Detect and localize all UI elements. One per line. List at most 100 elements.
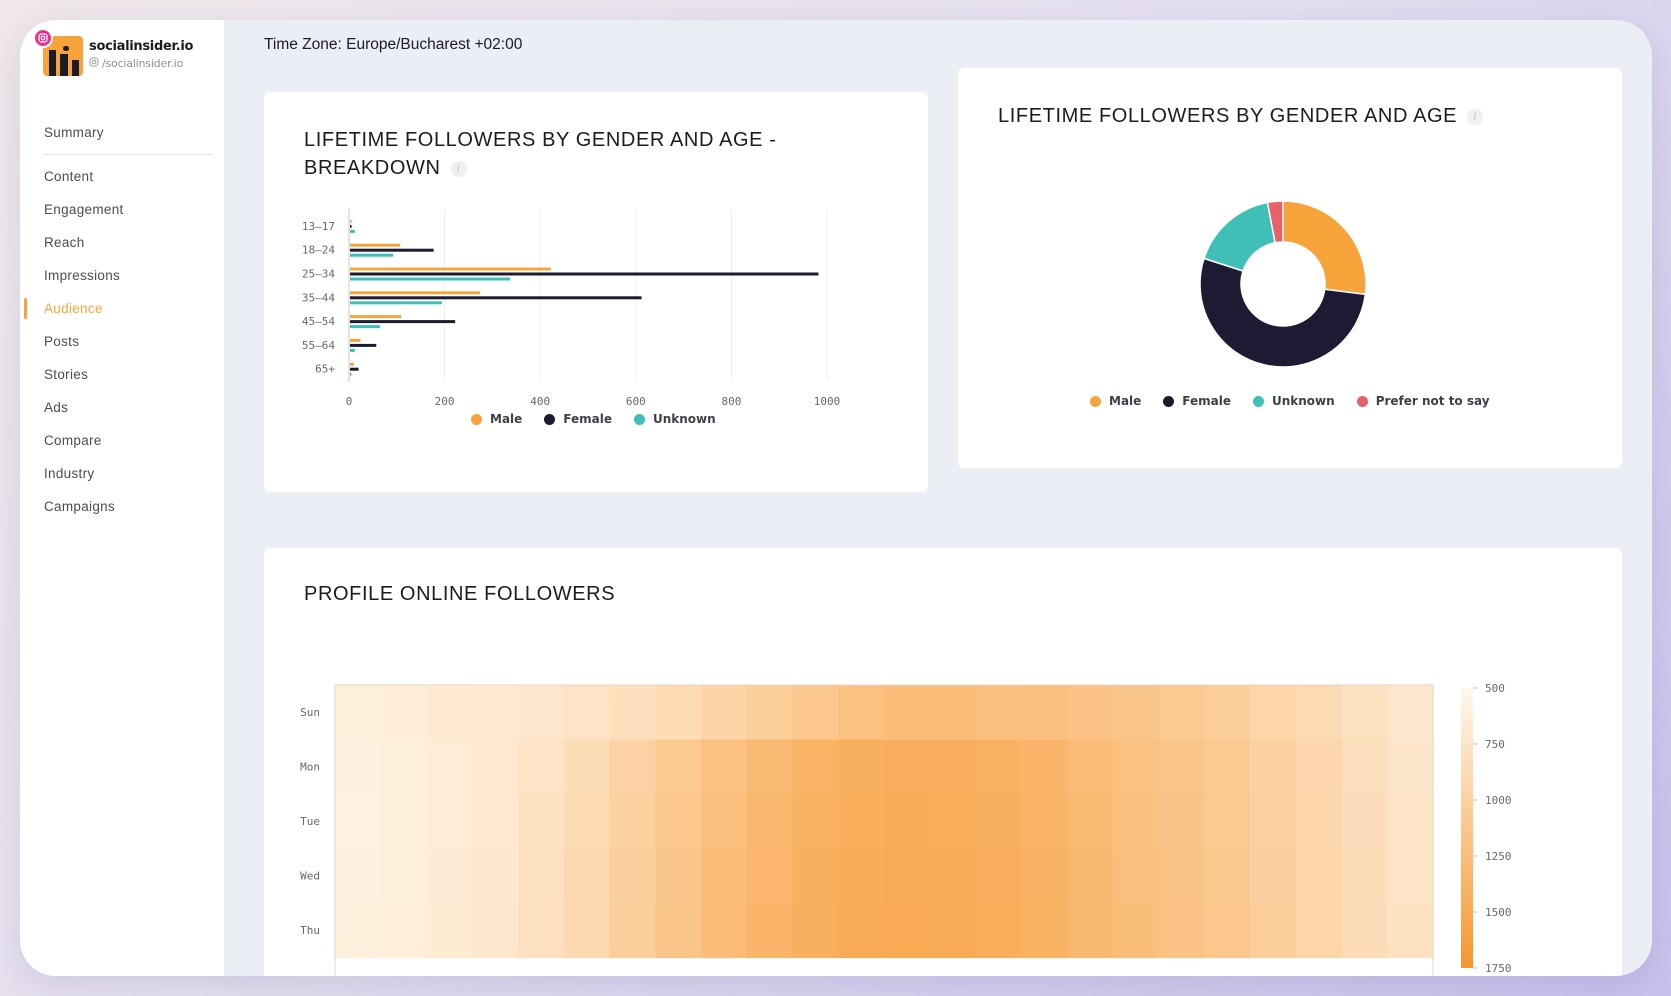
legend-item-male[interactable]: Male <box>471 412 522 426</box>
heatmap-cell <box>1387 848 1434 904</box>
heatmap-cell <box>1295 685 1343 741</box>
heatmap-cell <box>655 903 702 959</box>
sidebar-item-engagement[interactable]: Engagement <box>44 202 124 217</box>
donut-chart <box>1199 200 1367 368</box>
heatmap-cell <box>746 903 794 959</box>
legend-dot <box>634 413 645 425</box>
heatmap-cell <box>701 685 748 741</box>
legend-dot <box>471 413 482 425</box>
heatmap-cell <box>380 903 428 959</box>
heatmap-cell <box>929 794 977 850</box>
heatmap-cell <box>1021 794 1068 850</box>
legend-item-unknown[interactable]: Unknown <box>1253 394 1335 408</box>
sidebar-item-audience[interactable]: Audience <box>20 292 224 325</box>
heatmap-cell <box>838 739 885 795</box>
heatmap-cell <box>518 903 565 959</box>
heatmap-cell <box>1021 848 1068 904</box>
sidebar-item-ads[interactable]: Ads <box>44 400 69 415</box>
heatmap-cell <box>1387 794 1434 850</box>
heatmap-cell <box>380 794 428 850</box>
sidebar-item-campaigns[interactable]: Campaigns <box>44 499 115 514</box>
heatmap-cell <box>335 903 382 959</box>
heatmap-cell <box>1112 685 1160 741</box>
heatmap-cell <box>1112 794 1160 850</box>
legend-dot <box>544 413 556 425</box>
heatmap-cell <box>1387 739 1434 795</box>
heatmap-cell <box>335 739 382 795</box>
brand-name: socialinsider.io <box>89 39 194 54</box>
x-tick-label: 0 <box>346 395 353 408</box>
heatmap-cell <box>838 685 885 741</box>
heatmap-cell <box>792 903 839 959</box>
heatmap-cell <box>1021 903 1068 959</box>
legend-item-male[interactable]: Male <box>1090 394 1141 408</box>
sidebar-item-impressions[interactable]: Impressions <box>44 268 121 283</box>
legend-label: Male <box>490 412 523 426</box>
heatmap-cell <box>975 685 1022 741</box>
heatmap-cell <box>518 685 565 741</box>
legend-item-prefer-not-to-say[interactable]: Prefer not to say <box>1356 394 1490 408</box>
y-tick-label: 18–24 <box>302 244 335 257</box>
heatmap-cell <box>426 903 473 959</box>
heatmap-cell <box>1295 903 1343 959</box>
heatmap-cell <box>792 848 839 904</box>
x-tick-label: 200 <box>435 395 455 408</box>
online-followers-heatmap: Sun Mon Tue Wed Thu 500 750 1000 1250 1500 1750 <box>300 682 1512 976</box>
breakdown-title-line2: BREAKDOWN <box>304 157 441 179</box>
heatmap-cell <box>1158 739 1205 795</box>
bar-unknown <box>350 229 355 233</box>
sidebar-item-posts[interactable]: Posts <box>44 334 80 349</box>
info-icon[interactable]: i <box>450 161 467 177</box>
breakdown-title-line1: LIFETIME FOLLOWERS BY GENDER AND AGE - <box>304 129 777 151</box>
legend-item-unknown[interactable]: Unknown <box>634 412 716 426</box>
heatmap-cell <box>792 794 839 850</box>
heatmap-cell <box>1067 794 1114 850</box>
heatmap-cell <box>472 739 519 795</box>
heatmap-cell <box>1112 903 1160 959</box>
sidebar-item-reach[interactable]: Reach <box>44 235 85 250</box>
legend-dot <box>1163 395 1175 407</box>
heatmap-cell <box>1204 685 1251 741</box>
heatmap-cell <box>655 739 702 795</box>
bar-female <box>350 367 359 371</box>
breakdown-bar-chart: 0 200 400 600 800 1000 13–17 18–24 25–34 35–44 45–… <box>302 209 841 408</box>
donut-slice-prefer-not-to-say <box>1266 200 1284 244</box>
y-tick-label: Sun <box>300 706 320 719</box>
x-tick-label: 1000 <box>814 395 841 408</box>
heatmap-cell <box>1067 848 1114 904</box>
sidebar-item-stories[interactable]: Stories <box>44 367 89 382</box>
heatmap-cell <box>655 848 702 904</box>
heatmap-cell <box>380 848 428 904</box>
heatmap-cell <box>1158 903 1205 959</box>
bar-unknown <box>350 325 381 329</box>
donut-slice-unknown <box>1203 201 1277 272</box>
heatmap-cell <box>929 739 977 795</box>
sidebar-item-content[interactable]: Content <box>44 169 94 184</box>
heatmap-cell <box>518 739 565 795</box>
legend-item-female[interactable]: Female <box>544 412 612 426</box>
legend-label: Unknown <box>653 412 716 426</box>
sidebar-item-compare[interactable]: Compare <box>44 433 102 448</box>
heatmap-cell <box>929 903 977 959</box>
y-tick-label: Thu <box>300 924 320 937</box>
info-icon[interactable]: i <box>1467 109 1484 125</box>
bar-male <box>350 291 481 295</box>
heatmap-cell <box>1341 794 1388 850</box>
brand[interactable]: socialinsider.io /socialinsider.io <box>33 28 218 78</box>
sidebar: socialinsider.io /socialinsider.io Summa… <box>20 20 224 976</box>
sidebar-item-summary[interactable]: Summary <box>44 125 104 140</box>
sidebar-item-industry[interactable]: Industry <box>44 466 95 481</box>
heatmap-cell <box>1158 848 1205 904</box>
x-tick-label: 800 <box>721 395 741 408</box>
heatmap-cell <box>746 794 794 850</box>
legend-item-female[interactable]: Female <box>1163 394 1231 408</box>
heatmap-cell <box>335 794 382 850</box>
bar-female <box>350 296 642 300</box>
heatmap-cell <box>884 685 931 741</box>
colorbar-tick-label: 1250 <box>1485 850 1512 863</box>
y-tick-label: 25–34 <box>302 268 335 281</box>
y-tick-label: Tue <box>300 815 320 828</box>
heatmap-cell <box>975 848 1022 904</box>
sidebar-divider <box>44 154 212 155</box>
heatmap-cell <box>1021 685 1068 741</box>
